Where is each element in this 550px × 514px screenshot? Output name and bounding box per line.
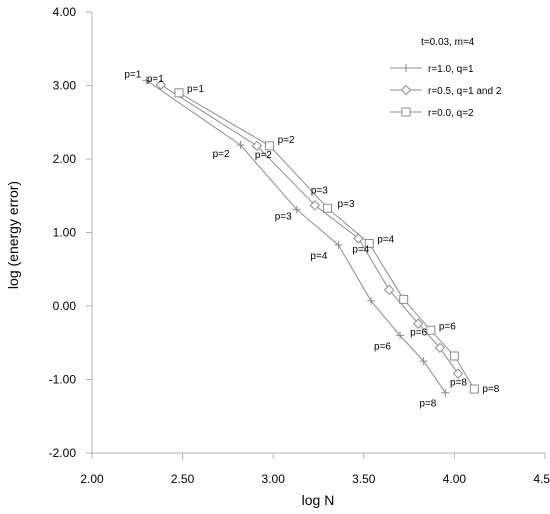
point-label: p=1 bbox=[187, 84, 204, 95]
point-label: p=3 bbox=[275, 212, 292, 223]
data-point bbox=[174, 88, 184, 98]
legend-marker bbox=[402, 64, 410, 72]
point-label: p=4 bbox=[310, 251, 327, 262]
y-tick-label: 2.00 bbox=[53, 152, 77, 166]
x-tick-label: 2.50 bbox=[171, 472, 195, 486]
y-tick-label: -2.00 bbox=[49, 446, 77, 460]
data-point bbox=[469, 384, 479, 394]
data-point bbox=[412, 318, 424, 329]
legend-item-3: r=0.0, q=2 bbox=[390, 107, 474, 119]
y-axis-title: log (energy error) bbox=[5, 181, 21, 289]
data-point bbox=[426, 325, 436, 335]
data-point bbox=[265, 141, 275, 151]
point-label: p=3 bbox=[338, 199, 355, 210]
data-point bbox=[292, 205, 301, 214]
data-point bbox=[236, 141, 245, 150]
point-label: p=4 bbox=[377, 235, 394, 246]
point-label: p=8 bbox=[450, 378, 467, 389]
data-point bbox=[452, 368, 464, 379]
data-point bbox=[364, 239, 374, 249]
data-point bbox=[399, 294, 409, 304]
point-label: p=2 bbox=[213, 149, 230, 160]
data-point bbox=[142, 76, 151, 85]
series-layer bbox=[142, 76, 479, 397]
x-tick-label: 4.00 bbox=[443, 472, 467, 486]
point-label: p=1 bbox=[124, 69, 141, 80]
legend: t=0.03, m=4 r=1.0, q=1 r=0.5, q=1 and 2 r=0… bbox=[390, 37, 502, 119]
annotation-layer: p=1 p=1 p=1 p=2 p=2 p=2 p=3 p=3 p=3 p=4 p=4 p=4 p=6 p… bbox=[124, 69, 499, 409]
series-3 bbox=[174, 88, 479, 394]
series-line bbox=[178, 92, 475, 390]
data-point bbox=[419, 357, 428, 366]
series-line bbox=[160, 84, 459, 374]
point-label: p=2 bbox=[278, 135, 295, 146]
data-point bbox=[396, 331, 405, 340]
data-point bbox=[309, 200, 321, 211]
legend-label: r=0.5, q=1 and 2 bbox=[428, 86, 502, 97]
x-tick-label: 2.00 bbox=[80, 472, 104, 486]
y-tick-label: -1.00 bbox=[49, 373, 77, 387]
legend-label: r=0.0, q=2 bbox=[428, 108, 474, 119]
point-label: p=6 bbox=[410, 328, 427, 339]
point-label: p=2 bbox=[255, 150, 272, 161]
legend-item-2: r=0.5, q=1 and 2 bbox=[390, 84, 502, 97]
data-point bbox=[334, 240, 343, 249]
data-point bbox=[367, 296, 376, 305]
point-label: p=1 bbox=[147, 74, 164, 85]
data-point bbox=[251, 140, 263, 151]
axes: 2.00 2.50 3.00 3.50 4.00 4.50 -2.00 -1.00 0.00 1.… bbox=[49, 5, 550, 486]
point-label: p=3 bbox=[311, 185, 328, 196]
legend-marker bbox=[400, 84, 412, 96]
point-label: p=8 bbox=[419, 399, 436, 410]
legend-item-1: r=1.0, q=1 bbox=[390, 64, 474, 75]
x-tick-label: 3.00 bbox=[262, 472, 286, 486]
data-point bbox=[449, 351, 459, 361]
data-point bbox=[434, 342, 446, 354]
data-point bbox=[353, 233, 364, 244]
y-tick-label: 3.00 bbox=[53, 79, 77, 93]
y-tick-label: 1.00 bbox=[53, 226, 77, 240]
legend-marker bbox=[401, 107, 411, 117]
data-point bbox=[383, 284, 395, 296]
x-tick-label: 4.50 bbox=[533, 472, 550, 486]
point-label: p=8 bbox=[482, 384, 499, 395]
series-line bbox=[146, 79, 446, 393]
y-tick-label: 0.00 bbox=[53, 299, 77, 313]
point-label: p=6 bbox=[374, 341, 391, 352]
series-1 bbox=[142, 76, 450, 397]
point-label: p=6 bbox=[439, 321, 456, 332]
y-tick-label: 4.00 bbox=[53, 5, 77, 19]
legend-label: r=1.0, q=1 bbox=[428, 64, 474, 75]
data-point bbox=[441, 388, 450, 397]
data-point bbox=[155, 79, 167, 90]
legend-title: t=0.03, m=4 bbox=[421, 37, 475, 48]
data-point bbox=[323, 203, 333, 213]
point-label: p=4 bbox=[352, 244, 369, 255]
x-tick-label: 3.50 bbox=[352, 472, 376, 486]
series-2 bbox=[155, 79, 464, 379]
x-axis-title: log N bbox=[302, 492, 335, 508]
